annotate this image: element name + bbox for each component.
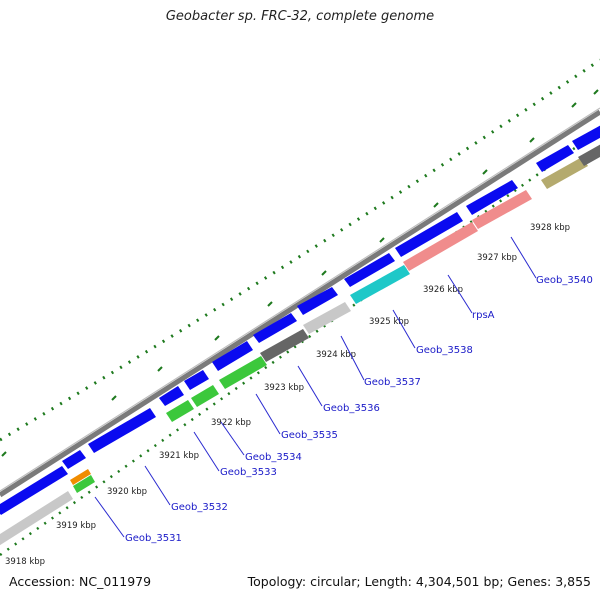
feature-pink — [472, 190, 532, 229]
feature-olive — [541, 157, 588, 189]
kbp-label: 3925 kbp — [369, 317, 409, 327]
gene-label[interactable]: Geob_3538 — [416, 345, 473, 356]
map-title: Geobacter sp. FRC-32, complete genome — [165, 9, 435, 24]
gene-labels: Geob_3531 Geob_3532 Geob_3533 Geob_3534 … — [125, 275, 593, 544]
cds-arrow — [572, 125, 600, 150]
cds-arrow — [344, 253, 395, 287]
gene-label[interactable]: Geob_3535 — [281, 430, 338, 441]
kbp-label: 3923 kbp — [264, 383, 304, 393]
forward-cds-track — [0, 125, 600, 515]
cds-arrow — [297, 287, 338, 315]
cds-arrow — [88, 408, 156, 453]
feature-green — [166, 400, 194, 422]
topology-text: Topology: circular; Length: 4,304,501 bp… — [247, 574, 591, 589]
genome-backbone — [0, 109, 600, 498]
gene-label[interactable]: Geob_3540 — [536, 275, 593, 286]
gene-leader-lines — [94, 236, 537, 538]
cds-arrow — [536, 145, 574, 172]
cds-arrow — [395, 212, 463, 257]
kbp-label: 3918 kbp — [5, 557, 45, 567]
accession-text: Accession: NC_011979 — [9, 574, 152, 589]
feature-dark-gray — [578, 144, 600, 166]
cds-arrow — [466, 180, 518, 215]
gene-label[interactable]: Geob_3531 — [125, 533, 182, 544]
gene-label[interactable]: Geob_3537 — [364, 377, 421, 388]
gene-label[interactable]: Geob_3536 — [323, 403, 380, 414]
cds-arrow — [159, 386, 184, 406]
feature-green — [219, 356, 267, 389]
kbp-label: 3919 kbp — [56, 521, 96, 531]
feature-light-gray — [0, 491, 73, 546]
kbp-labels: 3918 kbp 3919 kbp 3920 kbp 3921 kbp 3922… — [5, 223, 570, 567]
feature-green — [191, 385, 219, 407]
feature-orange — [70, 469, 91, 485]
genome-backbone-highlight — [0, 107, 600, 492]
tick-marks — [1, 89, 599, 457]
kbp-label: 3920 kbp — [107, 487, 147, 497]
kbp-label: 3926 kbp — [423, 285, 463, 295]
cds-arrow — [62, 450, 86, 469]
gene-label[interactable]: rpsA — [472, 310, 495, 321]
kbp-label: 3924 kbp — [316, 350, 356, 360]
cds-arrow — [212, 341, 253, 371]
kbp-label: 3927 kbp — [477, 253, 517, 263]
kbp-label: 3928 kbp — [530, 223, 570, 233]
kbp-label: 3921 kbp — [159, 451, 199, 461]
feature-cyan — [350, 265, 410, 304]
gene-label[interactable]: Geob_3534 — [245, 452, 302, 463]
feature-pink — [403, 222, 478, 271]
gene-label[interactable]: Geob_3533 — [220, 467, 277, 478]
kbp-label: 3922 kbp — [211, 418, 251, 428]
reverse-feature-track — [0, 144, 600, 546]
gc-skew-inner — [0, 128, 600, 557]
cds-arrow — [184, 370, 209, 390]
feature-light-gray — [303, 302, 351, 334]
gene-label[interactable]: Geob_3532 — [171, 502, 228, 513]
feature-green — [73, 475, 95, 493]
cds-arrow — [0, 466, 68, 515]
cds-arrow — [253, 313, 297, 343]
feature-dark-gray — [260, 329, 309, 362]
